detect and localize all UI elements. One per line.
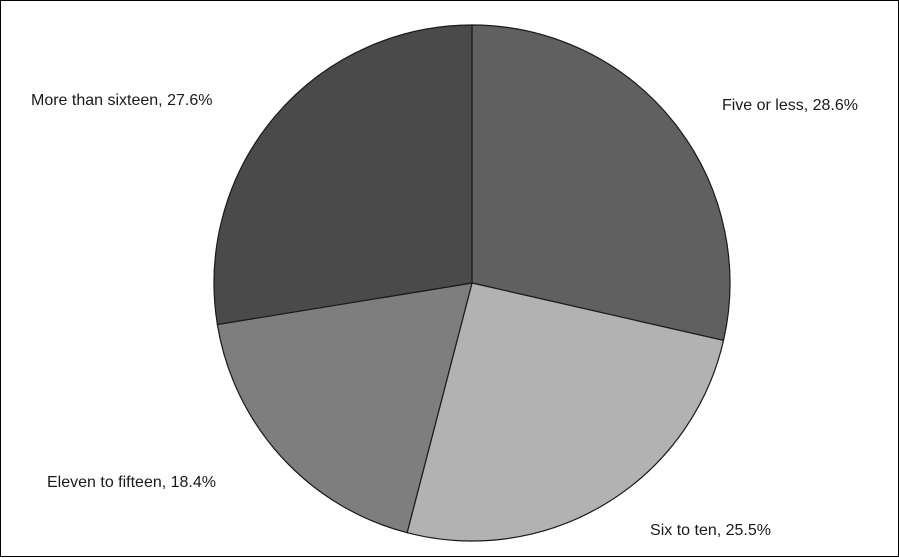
pie-slice-eleven-to-fifteen bbox=[216, 282, 473, 534]
slice-label-six-to-ten: Six to ten, 25.5% bbox=[650, 522, 771, 539]
slice-label-five-or-less: Five or less, 28.6% bbox=[722, 97, 858, 114]
pie-slices bbox=[213, 24, 731, 542]
pie-slice-six-to-ten bbox=[406, 282, 725, 542]
pie-labels: Five or less, 28.6% Six to ten, 25.5% Elev… bbox=[31, 92, 858, 539]
pie-slice-more-than-sixteen bbox=[213, 24, 473, 326]
pie-slice-five-or-less bbox=[471, 24, 731, 342]
slice-label-eleven-to-fifteen: Eleven to fifteen, 18.4% bbox=[47, 474, 216, 491]
slice-label-more-than-sixteen: More than sixteen, 27.6% bbox=[31, 92, 212, 109]
